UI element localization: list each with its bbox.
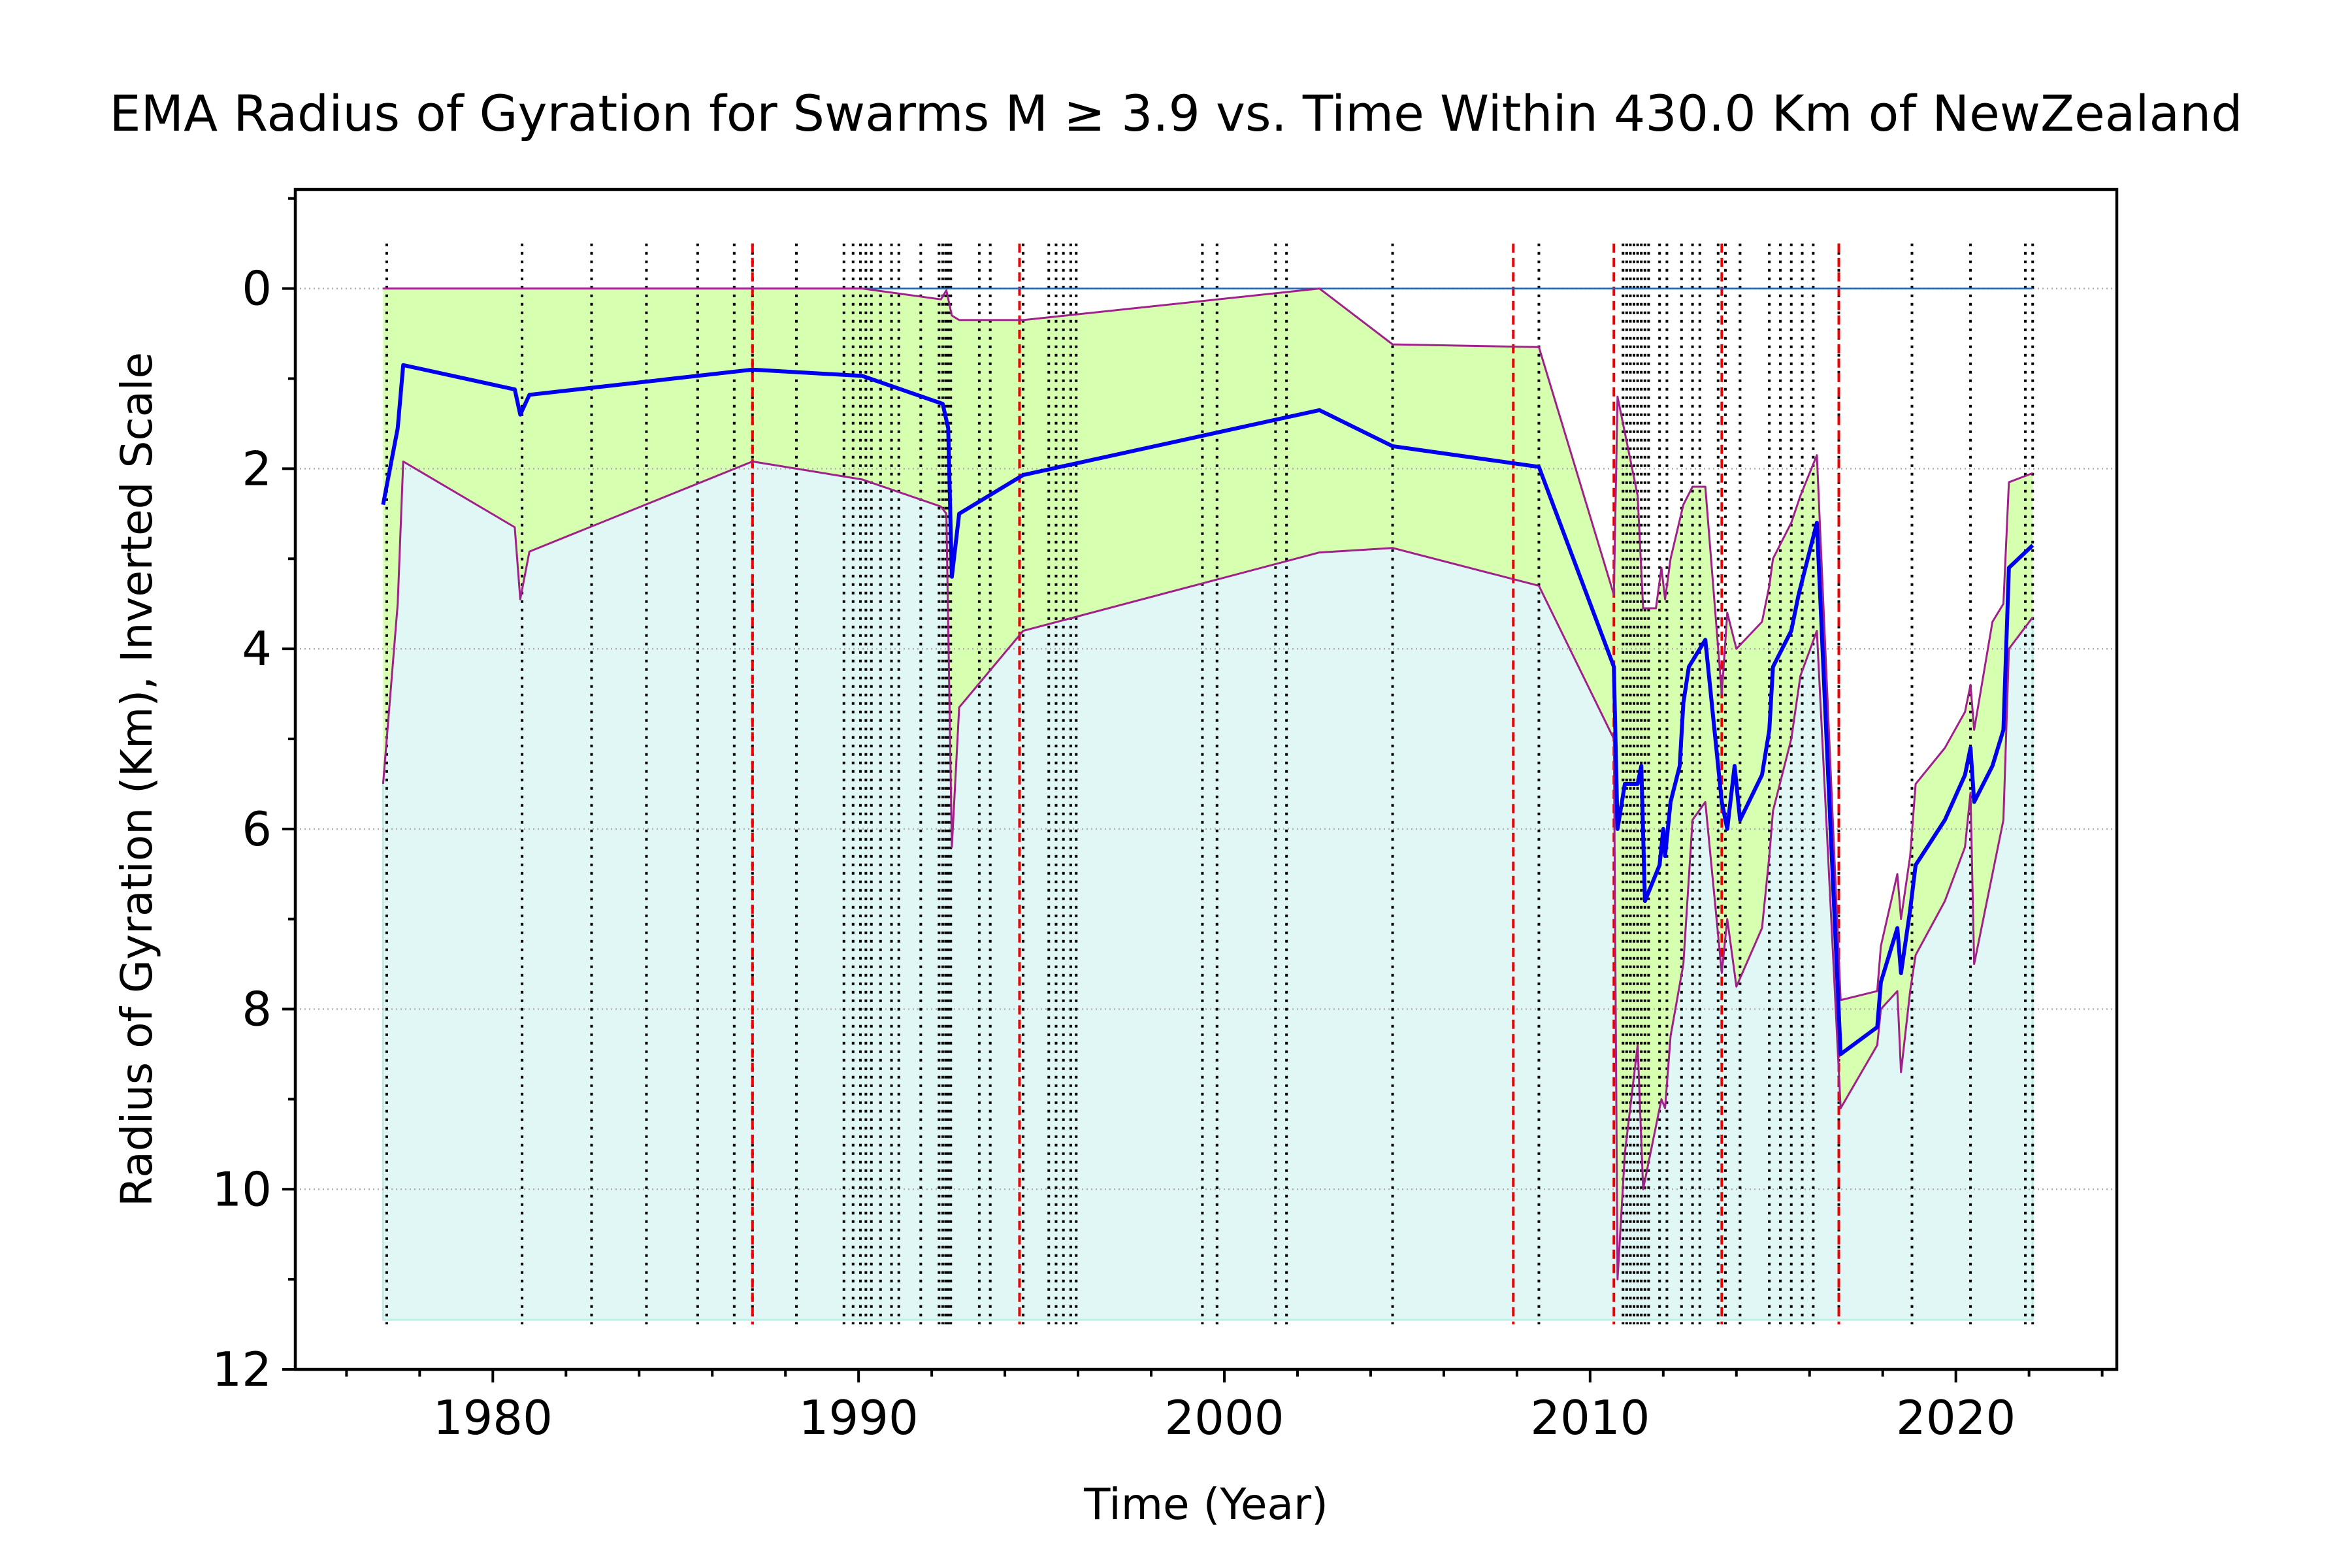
band-fill-area bbox=[383, 288, 2033, 1280]
chart-title: EMA Radius of Gyration for Swarms M ≥ 3.… bbox=[110, 84, 2243, 142]
y-tick-label-0: 0 bbox=[242, 261, 272, 316]
x-tick-label-1990: 1990 bbox=[799, 1390, 919, 1445]
x-axis-label: Time (Year) bbox=[1083, 1479, 1328, 1529]
y-axis: 0 2 4 6 8 10 12 bbox=[212, 197, 295, 1397]
series-lines bbox=[381, 287, 2034, 1281]
x-tick-label-2020: 2020 bbox=[1896, 1390, 2016, 1445]
x-tick-label-1980: 1980 bbox=[433, 1390, 553, 1445]
band-lower-line bbox=[382, 460, 2034, 1281]
x-tick-label-2010: 2010 bbox=[1530, 1390, 1650, 1445]
y-tick-label-6: 6 bbox=[242, 802, 272, 857]
y-tick-label-8: 8 bbox=[242, 982, 272, 1037]
y-tick-label-2: 2 bbox=[242, 441, 272, 496]
ema-line bbox=[381, 363, 2034, 1056]
y-axis-label: Radius of Gyration (Km), Inverted Scale bbox=[112, 352, 162, 1207]
plot-frame bbox=[293, 188, 2119, 1371]
x-tick-label-2000: 2000 bbox=[1164, 1390, 1284, 1445]
x-axis: 1980 1990 2000 2010 2020 bbox=[345, 1369, 2104, 1445]
event-lines bbox=[385, 243, 2034, 1325]
y-tick-label-10: 10 bbox=[212, 1162, 272, 1217]
y-tick-label-4: 4 bbox=[242, 621, 272, 676]
band-upper-line bbox=[383, 287, 2033, 1002]
y-tick-label-12: 12 bbox=[212, 1342, 272, 1397]
